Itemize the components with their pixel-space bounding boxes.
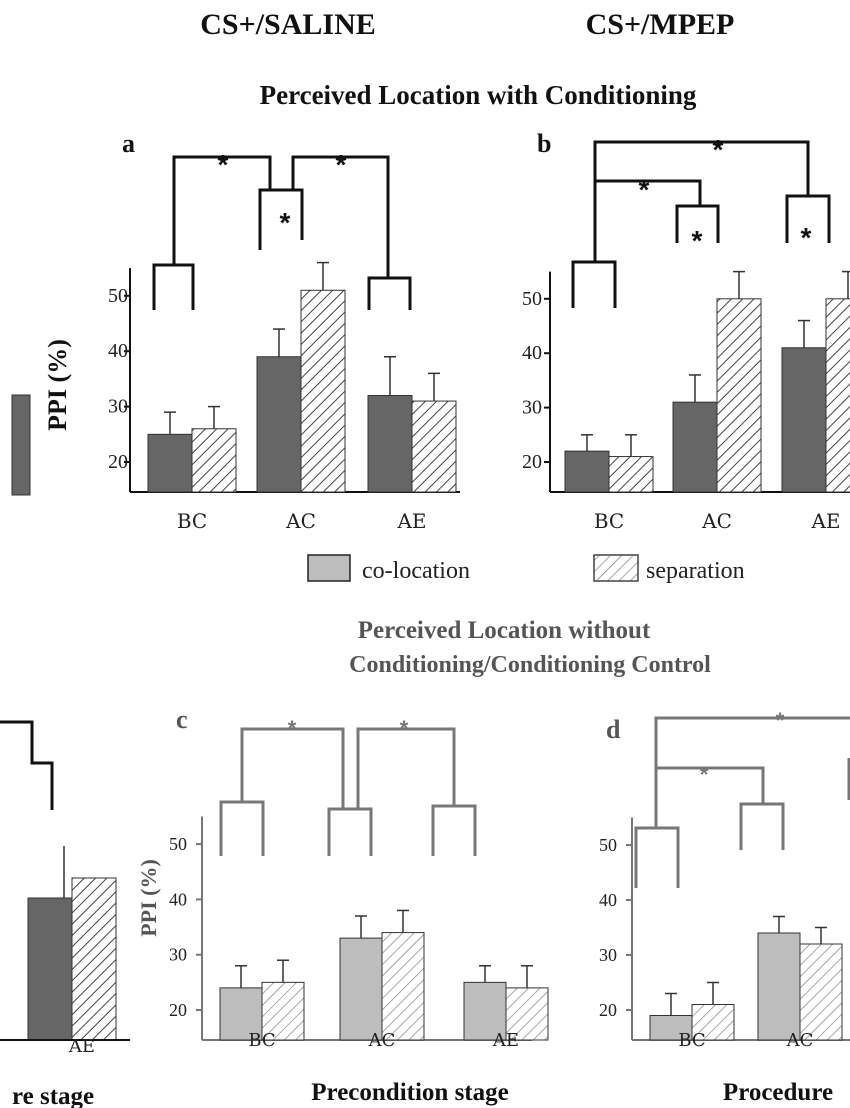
category-label-AC: AC [285,509,316,533]
bar-co-location-BC [565,451,609,492]
header-left: CS+/SALINE [200,8,376,41]
bar-separation-AC [382,933,424,1040]
y-tick-label-1: 30 [522,397,542,419]
y-tick-label-2: 40 [599,890,617,910]
bracket-ac [741,804,783,850]
panel-a: 20 30 40 50 BC AC AE * * * [108,149,460,533]
bar-separation-AC [301,290,345,492]
section2-title-line2: Conditioning/Conditioning Control [349,652,711,678]
bar-fragment-hatch [72,878,116,1040]
bar-co-location-AC [673,402,717,492]
y-tick-label-0: 20 [169,1000,187,1020]
bracket-bc-ae [656,718,850,768]
legend-separation-label: separation [646,558,745,584]
ylabel-a: PPI (%) [43,339,72,431]
bar-co-location-AC [758,933,800,1040]
bracket-bc-ac [656,768,763,828]
category-label-AE: AE [492,1030,519,1051]
panel-c: 20 30 40 50 BC AC AE * * [169,716,548,1051]
bracket-bc [573,262,615,308]
legend-swatch-colocation [308,555,350,581]
y-tick-label-2: 40 [522,342,542,364]
category-label-BC: BC [678,1030,705,1051]
left-stage-label: re stage [12,1083,94,1108]
bracket-ae [369,278,410,310]
significance-star-3: * [801,222,812,253]
panel-label-d: d [606,715,621,744]
bar-separation-AE [826,299,850,492]
category-label-AC: AC [786,1030,814,1051]
bracket-fragment [0,722,52,810]
y-tick-label-1: 30 [599,945,617,965]
y-tick-label-3: 50 [108,285,128,307]
bar-co-location-BC [148,434,192,492]
ylabel-c: PPI (%) [136,859,161,937]
significance-star-1: * [713,134,724,165]
section1-title: Perceived Location with Conditioning [260,80,697,110]
bar-co-location-AC [257,357,301,492]
category-label-BC: BC [248,1030,275,1051]
bar-separation-AC [800,944,842,1040]
significance-star-1: * [280,207,291,238]
significance-star-2: * [336,149,347,180]
bar-co-location-AC [340,938,382,1040]
header-right: CS+/MPEP [586,8,735,41]
procedure-stage-label: Procedure [723,1079,833,1106]
y-tick-label-3: 50 [522,288,542,310]
bracket-ac [329,809,371,856]
significance-star-1: * [776,708,785,733]
section2-title-line1: Perceived Location without [358,617,651,644]
y-tick-label-2: 40 [108,340,128,362]
y-tick-label-1: 30 [169,945,187,965]
category-label-BC: BC [594,509,624,533]
panel-b: 20 30 40 50 BC AC AE * * * * [522,134,850,533]
bracket-ae [433,806,475,856]
panel-d: 20 30 40 50 BC AC * * [599,708,850,1051]
significance-star-0: * [700,762,709,787]
bracket-bc-ac [242,729,343,809]
panel-label-b: b [537,129,551,158]
significance-star-0: * [218,149,229,180]
panel-label-a: a [122,129,135,158]
category-label-AE: AE [396,509,426,533]
bracket-bc [221,802,263,856]
bar-separation-AC [717,299,761,492]
bracket-bc [636,828,678,888]
bracket-bc [154,265,193,310]
bar-fragment-dark [28,898,72,1040]
significance-star-2: * [692,225,703,256]
bar-co-location-AE [782,348,826,492]
y-tick-label-3: 50 [169,834,187,854]
bar-co-location-AE [368,396,412,492]
bracket-ac-ae [358,729,454,809]
y-tick-label-0: 20 [522,451,542,473]
panel-label-c: c [176,705,188,734]
bar-separation-AE [412,401,456,492]
y-tick-label-2: 40 [169,889,187,909]
y-tick-label-0: 20 [599,1000,617,1020]
category-label-AE: AE [810,509,840,533]
bar-separation-BC [192,429,236,492]
left-fragment: AE [0,395,130,1057]
y-tick-label-0: 20 [108,451,128,473]
category-label-BC: BC [177,509,207,533]
bar-separation-BC [609,457,653,492]
significance-star-1: * [400,716,409,741]
bar-fragment-top [12,395,30,495]
legend-colocation-label: co-location [362,558,470,584]
precondition-stage-label: Precondition stage [311,1079,508,1106]
y-tick-label-3: 50 [599,835,617,855]
significance-star-0: * [288,716,297,741]
legend-swatch-separation [594,555,638,581]
category-label-AC: AC [368,1030,396,1051]
category-label-fragment: AE [68,1036,95,1057]
category-label-AC: AC [701,509,732,533]
significance-star-0: * [639,174,650,205]
y-tick-label-1: 30 [108,396,128,418]
